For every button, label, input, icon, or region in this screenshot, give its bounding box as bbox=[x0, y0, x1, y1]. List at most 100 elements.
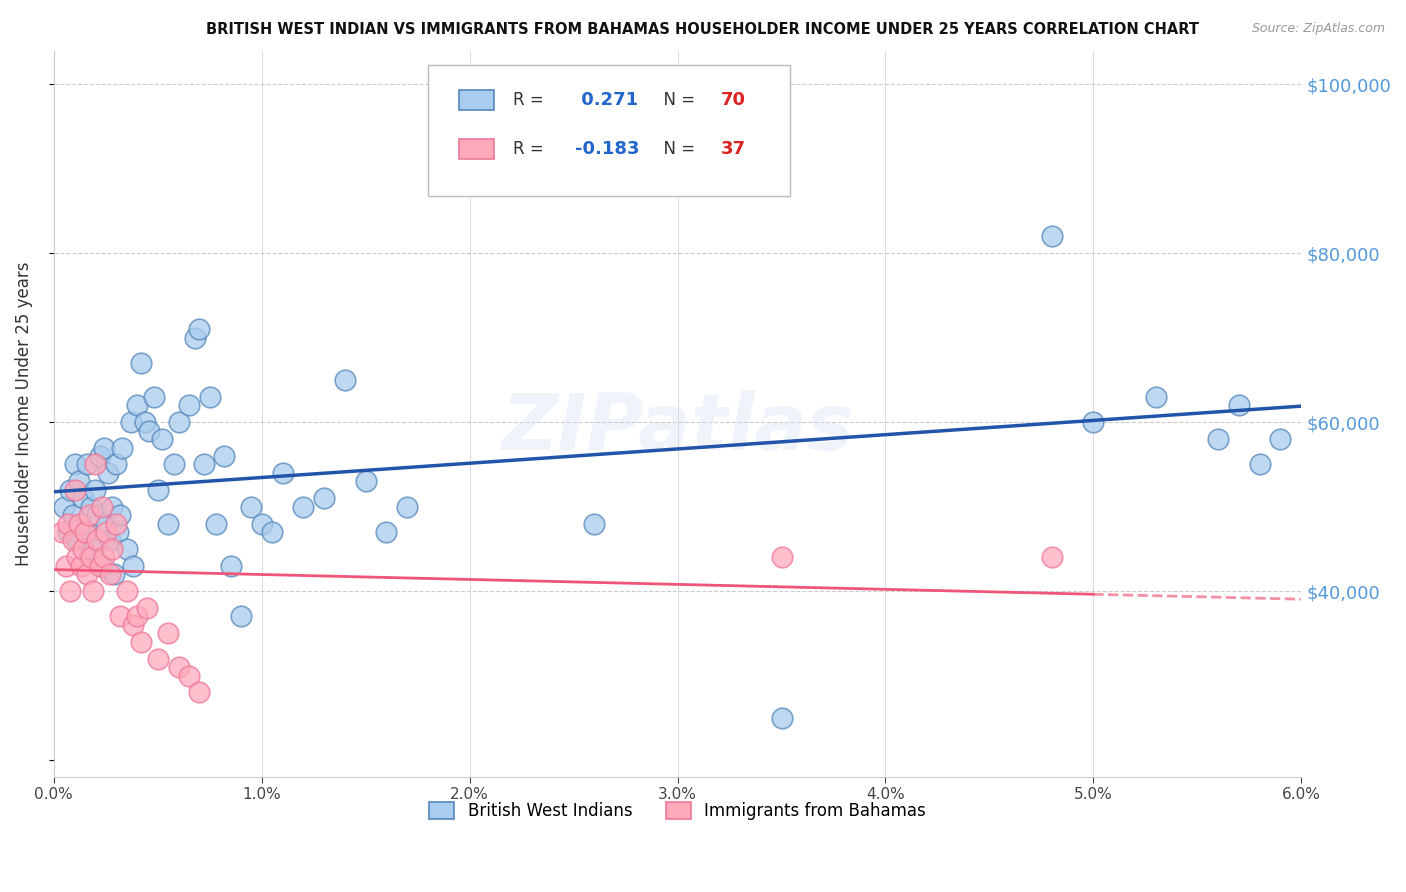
Text: 0.271: 0.271 bbox=[575, 91, 638, 109]
Point bbox=[89, 558, 111, 573]
Point bbox=[63, 458, 86, 472]
Point bbox=[70, 516, 93, 531]
Point bbox=[177, 668, 200, 682]
Point bbox=[129, 634, 152, 648]
Text: R =: R = bbox=[513, 140, 548, 158]
Point bbox=[120, 415, 142, 429]
FancyBboxPatch shape bbox=[460, 138, 494, 159]
Point bbox=[205, 516, 228, 531]
Point bbox=[90, 500, 112, 514]
Text: 37: 37 bbox=[721, 140, 747, 158]
Point bbox=[73, 524, 96, 539]
Point bbox=[125, 609, 148, 624]
Point bbox=[562, 120, 585, 134]
Point bbox=[51, 524, 73, 539]
Point bbox=[262, 524, 284, 539]
Point bbox=[82, 584, 104, 599]
FancyBboxPatch shape bbox=[427, 65, 790, 196]
Point bbox=[105, 516, 128, 531]
Point bbox=[292, 500, 315, 514]
Point bbox=[138, 424, 160, 438]
Point bbox=[1040, 550, 1063, 565]
Point bbox=[98, 533, 121, 548]
Point bbox=[59, 584, 82, 599]
Point bbox=[86, 508, 108, 522]
Point bbox=[1206, 432, 1229, 446]
Point bbox=[229, 609, 252, 624]
Point bbox=[82, 541, 104, 556]
Point bbox=[163, 458, 186, 472]
Point bbox=[240, 500, 263, 514]
Point bbox=[53, 500, 76, 514]
Text: Source: ZipAtlas.com: Source: ZipAtlas.com bbox=[1251, 22, 1385, 36]
Point bbox=[219, 558, 242, 573]
Point bbox=[98, 567, 121, 582]
Point bbox=[121, 558, 143, 573]
Point bbox=[67, 516, 90, 531]
Point bbox=[110, 609, 132, 624]
Point bbox=[188, 322, 211, 336]
Point bbox=[93, 441, 115, 455]
Point bbox=[1040, 229, 1063, 244]
Point bbox=[146, 483, 169, 497]
Point bbox=[214, 449, 236, 463]
Point bbox=[66, 533, 89, 548]
Point bbox=[76, 567, 98, 582]
Point bbox=[72, 491, 94, 506]
Point bbox=[103, 567, 125, 582]
Text: R =: R = bbox=[513, 91, 548, 109]
Point bbox=[80, 500, 103, 514]
Point bbox=[177, 398, 200, 412]
Point bbox=[86, 533, 108, 548]
Point bbox=[94, 524, 117, 539]
Point bbox=[146, 651, 169, 665]
Point bbox=[58, 516, 80, 531]
Point bbox=[115, 541, 138, 556]
Point bbox=[314, 491, 336, 506]
Text: N =: N = bbox=[652, 140, 700, 158]
Point bbox=[134, 415, 156, 429]
Point bbox=[271, 466, 294, 480]
Point bbox=[150, 432, 173, 446]
Point bbox=[89, 449, 111, 463]
Point bbox=[1270, 432, 1292, 446]
Point bbox=[1227, 398, 1250, 412]
Point bbox=[142, 390, 165, 404]
Point bbox=[77, 508, 100, 522]
Point bbox=[111, 441, 134, 455]
Point bbox=[188, 685, 211, 699]
Point bbox=[333, 373, 356, 387]
Point bbox=[80, 550, 103, 565]
Point bbox=[121, 618, 143, 632]
Point bbox=[193, 458, 215, 472]
Text: N =: N = bbox=[652, 91, 700, 109]
FancyBboxPatch shape bbox=[460, 90, 494, 111]
Point bbox=[62, 533, 84, 548]
Legend: British West Indians, Immigrants from Bahamas: British West Indians, Immigrants from Ba… bbox=[423, 795, 932, 827]
Point bbox=[97, 466, 120, 480]
Point bbox=[105, 458, 128, 472]
Point bbox=[94, 516, 117, 531]
Text: 70: 70 bbox=[721, 91, 747, 109]
Point bbox=[101, 500, 124, 514]
Point bbox=[115, 584, 138, 599]
Point bbox=[58, 524, 80, 539]
Point bbox=[67, 475, 90, 489]
Point bbox=[136, 601, 159, 615]
Point bbox=[583, 516, 606, 531]
Point bbox=[59, 483, 82, 497]
Text: BRITISH WEST INDIAN VS IMMIGRANTS FROM BAHAMAS HOUSEHOLDER INCOME UNDER 25 YEARS: BRITISH WEST INDIAN VS IMMIGRANTS FROM B… bbox=[207, 22, 1199, 37]
Point bbox=[90, 558, 112, 573]
Point bbox=[66, 550, 89, 565]
Point bbox=[198, 390, 221, 404]
Point bbox=[354, 475, 377, 489]
Point bbox=[157, 516, 180, 531]
Point bbox=[73, 524, 96, 539]
Point bbox=[62, 508, 84, 522]
Point bbox=[77, 550, 100, 565]
Point bbox=[1083, 415, 1105, 429]
Point bbox=[375, 524, 398, 539]
Point bbox=[1144, 390, 1167, 404]
Point bbox=[110, 508, 132, 522]
Point bbox=[770, 711, 793, 725]
